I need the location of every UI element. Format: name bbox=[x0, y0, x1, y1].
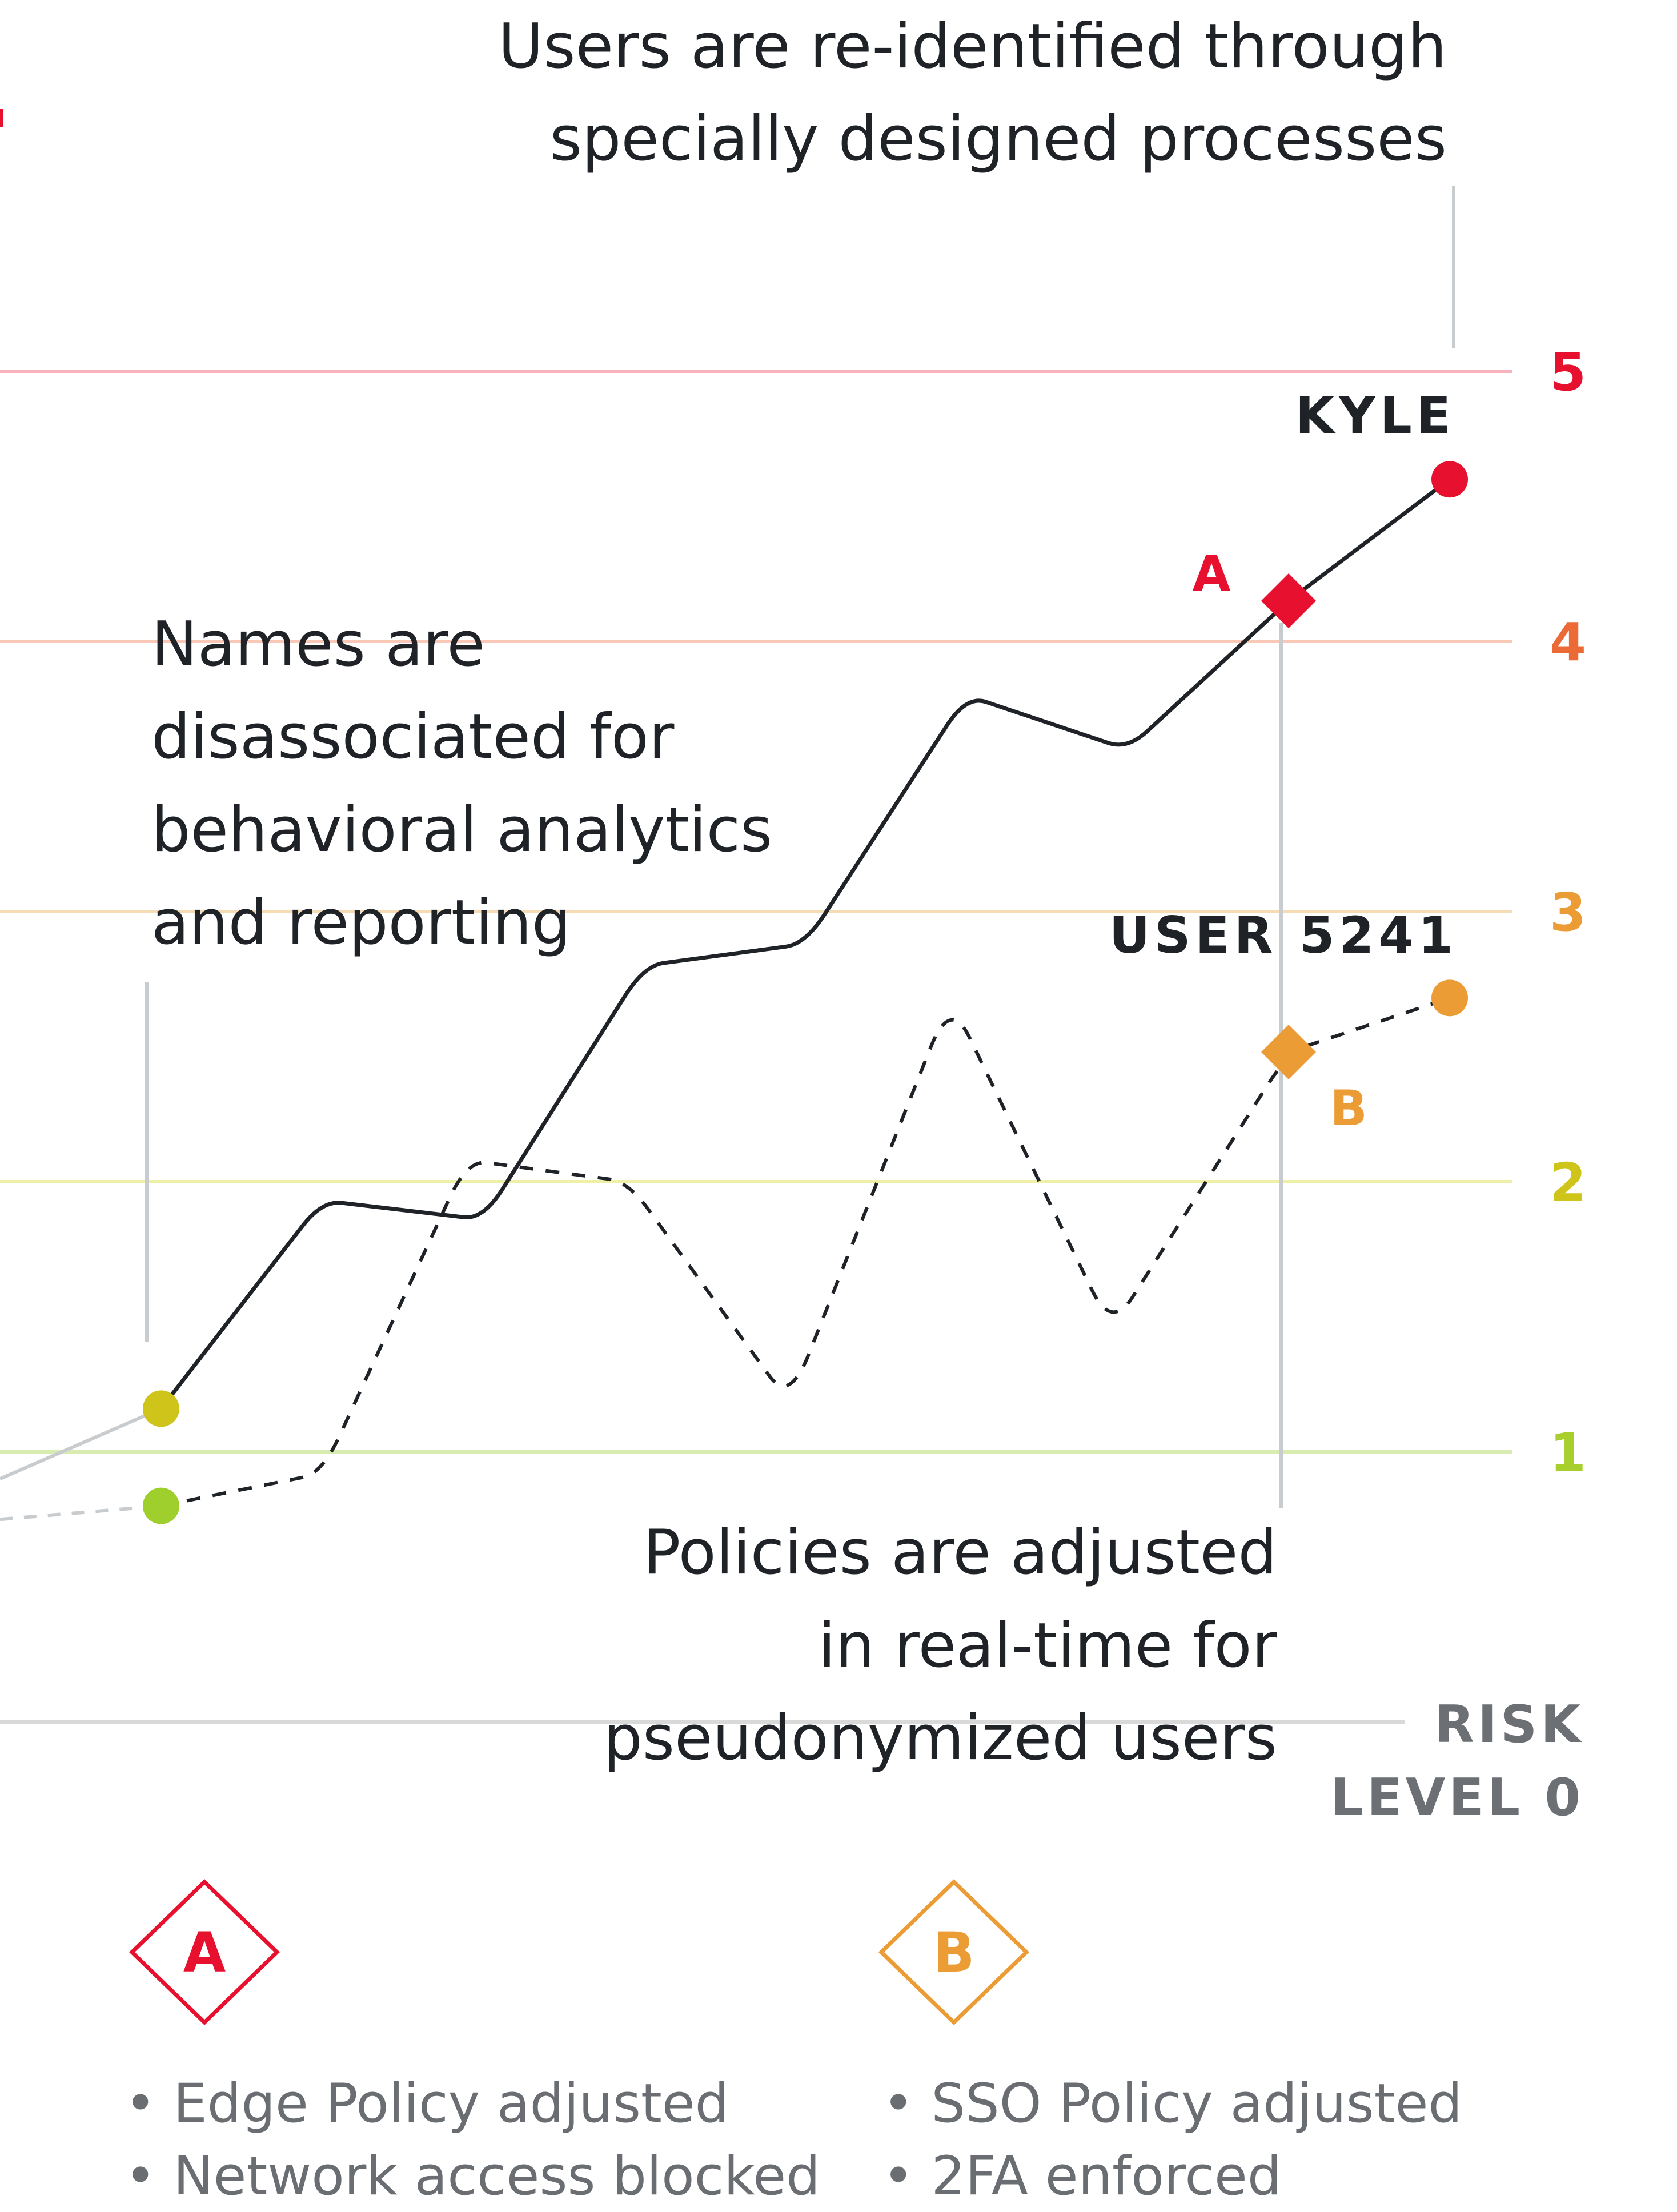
bottom-annotation-line-2: in real-time for bbox=[819, 1610, 1278, 1681]
top-annotation-line-1: Users are re-identified through bbox=[498, 11, 1447, 82]
middle-annotation: Names are disassociated for behavioral a… bbox=[151, 609, 772, 958]
marker-a-diamond bbox=[1261, 573, 1316, 629]
risk-level-tick-labels: 1 2 3 4 5 bbox=[1550, 342, 1586, 1483]
legend-a-item-1: • Edge Policy adjusted bbox=[125, 2073, 729, 2135]
series-layer bbox=[0, 461, 1468, 1524]
series-end-point-kyle bbox=[1431, 461, 1468, 498]
middle-annotation-line-1: Names are bbox=[151, 609, 485, 680]
top-annotation: Users are re-identified through speciall… bbox=[498, 11, 1447, 175]
risk-level-gridlines bbox=[0, 370, 1512, 1454]
series-leadin-kyle bbox=[0, 1407, 162, 1481]
bottom-annotation: Policies are adjusted in real-time for p… bbox=[603, 1517, 1277, 1774]
y-tick-label-1: 1 bbox=[1550, 1422, 1586, 1483]
marker-b-label: B bbox=[1330, 1080, 1367, 1137]
y-axis-label: RISK LEVEL 0 bbox=[1331, 1695, 1584, 1828]
legend-a-diamond bbox=[129, 1879, 280, 2025]
y-axis-label-line-1: RISK bbox=[1435, 1695, 1584, 1755]
series-start-point-kyle bbox=[143, 1390, 179, 1427]
legend-b-diamond bbox=[878, 1879, 1030, 2025]
legend-b-item-2: • 2FA enforced bbox=[882, 2145, 1282, 2207]
legend-a-item-2: • Network access blocked bbox=[125, 2145, 820, 2207]
legend-b-letter: B bbox=[933, 1921, 974, 1985]
legend-b-item-1: • SSO Policy adjusted bbox=[882, 2073, 1462, 2135]
middle-annotation-line-2: disassociated for bbox=[151, 701, 675, 773]
legend-a: A • Edge Policy adjusted • Network acces… bbox=[125, 1879, 820, 2207]
top-annotation-line-2: specially designed processes bbox=[550, 103, 1447, 175]
series-end-point-user-5241 bbox=[1431, 979, 1468, 1017]
series-label-kyle: KYLE bbox=[1295, 386, 1455, 445]
y-tick-label-2: 2 bbox=[1550, 1152, 1586, 1213]
series-line-kyle bbox=[159, 477, 1451, 1410]
series-leadin-user-5241 bbox=[0, 1504, 162, 1521]
series-label-user-5241: USER 5241 bbox=[1109, 906, 1458, 965]
bottom-annotation-line-1: Policies are adjusted bbox=[643, 1517, 1277, 1588]
y-axis-label-line-2: LEVEL 0 bbox=[1331, 1768, 1584, 1828]
middle-annotation-line-3: behavioral analytics bbox=[151, 794, 772, 866]
markers-layer: AB bbox=[1193, 545, 1367, 1137]
series-line-user-5241 bbox=[161, 996, 1450, 1508]
y-tick-label-3: 3 bbox=[1550, 882, 1586, 943]
middle-annotation-line-4: and reporting bbox=[151, 887, 571, 958]
y-tick-label-4: 4 bbox=[1550, 612, 1586, 673]
bottom-annotation-line-3: pseudonymized users bbox=[603, 1703, 1277, 1774]
legend-a-letter: A bbox=[183, 1921, 226, 1985]
legend-b: B • SSO Policy adjusted • 2FA enforced bbox=[878, 1879, 1462, 2207]
marker-b-diamond bbox=[1261, 1024, 1316, 1079]
marker-a-label: A bbox=[1193, 545, 1231, 603]
y-tick-label-5: 5 bbox=[1550, 342, 1586, 403]
series-start-point-user-5241 bbox=[143, 1487, 179, 1524]
